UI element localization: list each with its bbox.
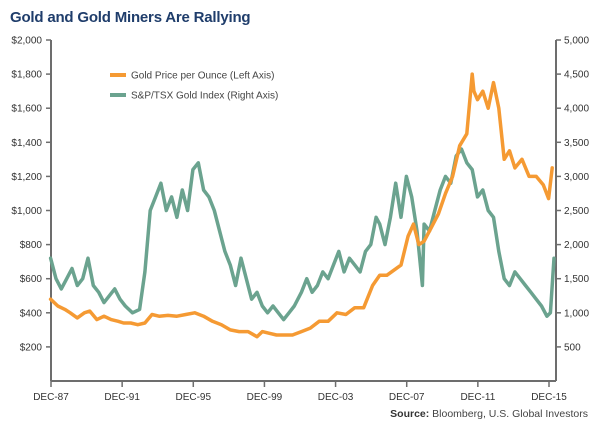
left-axis-tick-label: $200 (20, 342, 43, 353)
right-axis-tick-label: 2,000 (564, 240, 589, 251)
left-axis-tick-label: $800 (20, 240, 43, 251)
right-axis-tick-label: 4,000 (564, 104, 589, 115)
x-axis-tick-label: DEC-87 (33, 392, 69, 403)
right-axis-tick-label: 2,500 (564, 206, 589, 217)
left-axis-tick-label: $1,200 (11, 172, 42, 183)
source-label: Source: (390, 408, 430, 420)
series-line-gold-index (48, 147, 556, 322)
left-axis-tick-label: $1,600 (11, 104, 42, 115)
chart-title: Gold and Gold Miners Are Rallying (10, 9, 251, 26)
x-axis-tick-label: DEC-91 (104, 392, 140, 403)
right-axis-tick-label: 4,500 (564, 70, 589, 81)
left-axis-tick-label: $1,000 (11, 206, 42, 217)
x-axis-tick-label: DEC-99 (247, 392, 283, 403)
right-axis-tick-label: 1,500 (564, 274, 589, 285)
left-axis-tick-label: $2,000 (11, 36, 42, 47)
x-axis-tick-label: DEC-11 (460, 392, 495, 403)
right-axis-tick-label: 1,000 (564, 308, 589, 319)
left-axis-tick-label: $1,800 (11, 70, 42, 81)
series-line-gold-price (48, 72, 554, 339)
right-axis-tick-label: 500 (564, 342, 581, 353)
legend-label-gold: Gold Price per Ounce (Left Axis) (131, 71, 274, 82)
right-axis-tick-label: 3,000 (564, 172, 589, 183)
x-axis-tick-label: DEC-07 (389, 392, 425, 403)
left-axis-tick-label: $400 (20, 308, 43, 319)
x-axis-tick-label: DEC-95 (175, 392, 211, 403)
right-axis-tick-label: 3,500 (564, 138, 589, 149)
source-note: Source: Bloomberg, U.S. Global Investors (390, 408, 588, 420)
legend-label-gold-index: S&P/TSX Gold Index (Right Axis) (131, 91, 278, 102)
legend: Gold Price per Ounce (Left Axis) S&P/TSX… (110, 71, 278, 102)
x-axis-tick-label: DEC-03 (318, 392, 354, 403)
source-text: Bloomberg, U.S. Global Investors (432, 408, 588, 420)
right-axis-tick-label: 5,000 (564, 36, 589, 47)
left-axis-tick-label: $1,400 (11, 138, 42, 149)
x-axis-tick-label: DEC-15 (531, 392, 567, 403)
left-axis-tick-label: $600 (20, 274, 43, 285)
